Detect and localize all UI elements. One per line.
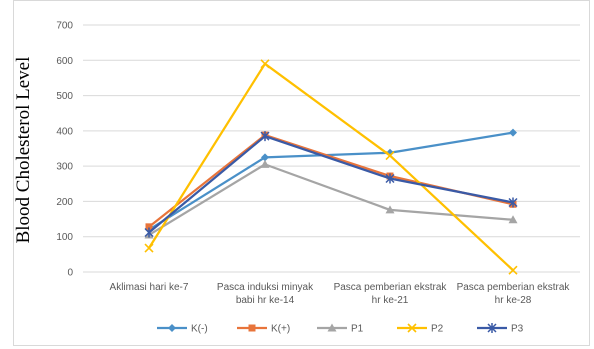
data-point-4-1	[260, 131, 270, 142]
legend-label-3: P2	[431, 324, 444, 335]
y-tick-label-0: 0	[67, 268, 73, 279]
x-tick-label-3-0: Pasca pemberian ekstrak	[457, 282, 571, 293]
legend-marker-3	[407, 323, 417, 333]
series-line-4	[148, 135, 514, 234]
data-point-2-2	[385, 205, 395, 214]
y-tick-label-300: 300	[56, 162, 73, 173]
series-line-1	[148, 133, 514, 228]
x-tick-label-3-1: hr ke-28	[495, 295, 532, 306]
series-line-3	[148, 62, 514, 272]
legend-label-1: K(+)	[271, 324, 290, 335]
data-point-1-0	[145, 223, 153, 231]
x-tick-label-1-1: babi hr ke-14	[236, 295, 295, 306]
y-tick-label-400: 400	[56, 126, 73, 137]
y-tick-label-700: 700	[56, 21, 73, 32]
legend-label-4: P3	[511, 324, 524, 335]
legend-marker-2	[327, 323, 337, 332]
x-tick-label-1-0: Pasca induksi minyak	[217, 282, 314, 293]
y-tick-label-500: 500	[56, 91, 73, 102]
x-tick-label-2-0: Pasca pemberian ekstrak	[334, 282, 448, 293]
data-point-2-3	[508, 215, 518, 224]
x-tick-label-2-1: hr ke-21	[372, 295, 409, 306]
series-line-2	[148, 163, 514, 236]
legend-label-0: K(-)	[191, 324, 208, 335]
data-point-4-2	[385, 173, 395, 184]
data-point-3-3	[508, 265, 518, 275]
data-point-4-3	[508, 197, 518, 208]
data-point-2-1	[260, 159, 270, 168]
legend-label-2: P1	[351, 324, 364, 335]
data-point-3-2	[385, 150, 395, 161]
chart-frame	[13, 0, 590, 346]
legend-marker-0	[168, 324, 176, 332]
data-point-3-0	[144, 243, 154, 253]
data-point-4-0	[144, 227, 154, 238]
data-point-3-1	[260, 59, 270, 69]
legend-marker-1	[248, 324, 256, 332]
y-tick-label-200: 200	[56, 197, 73, 208]
y-tick-label-600: 600	[56, 56, 73, 67]
data-point-0-3	[509, 128, 517, 137]
y-tick-label-100: 100	[56, 232, 73, 243]
x-tick-label-0-0: Aklimasi hari ke-7	[110, 282, 189, 293]
data-point-0-1	[261, 153, 269, 162]
legend-marker-4	[487, 323, 497, 333]
